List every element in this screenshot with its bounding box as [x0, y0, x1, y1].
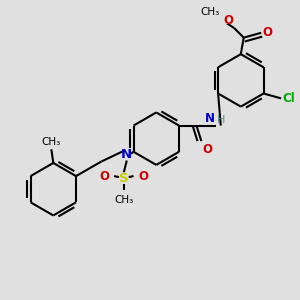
Text: H: H: [217, 115, 225, 124]
Text: S: S: [119, 172, 129, 184]
Text: N: N: [205, 112, 215, 124]
Text: CH₃: CH₃: [114, 194, 134, 205]
Text: O: O: [223, 14, 233, 27]
Text: CH₃: CH₃: [200, 7, 219, 17]
Text: O: O: [99, 169, 109, 183]
Text: O: O: [138, 169, 148, 183]
Text: N: N: [121, 148, 132, 161]
Text: O: O: [202, 143, 212, 156]
Text: Cl: Cl: [282, 92, 295, 105]
Text: CH₃: CH₃: [42, 137, 61, 147]
Text: O: O: [262, 26, 272, 39]
